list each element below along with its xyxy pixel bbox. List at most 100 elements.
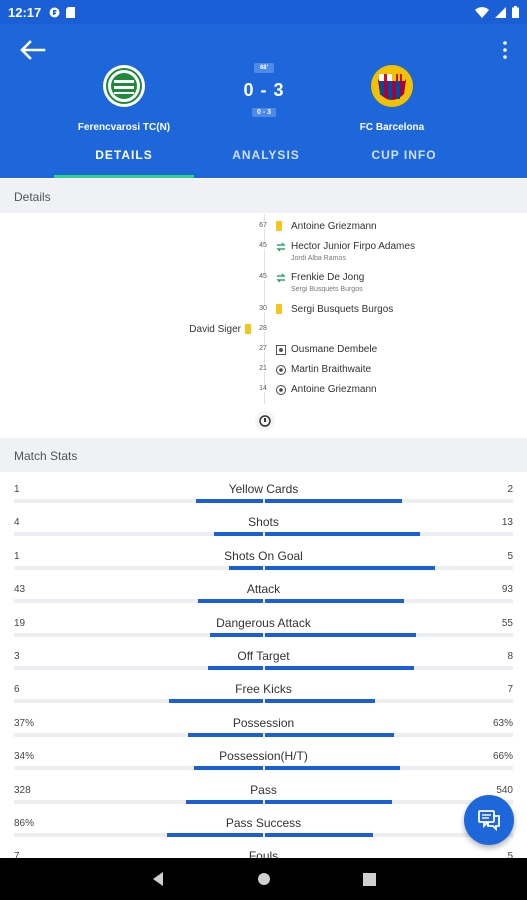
event-minute: 28 xyxy=(256,325,270,332)
stat-bar-home xyxy=(193,766,264,771)
stat-away-value: 8 xyxy=(507,651,513,662)
event-player: Antoine Griezmann xyxy=(291,384,377,395)
tab-active-indicator xyxy=(54,175,194,178)
away-team[interactable]: FC Barcelona xyxy=(322,64,462,133)
stat-home-value: 37% xyxy=(14,717,35,729)
stat-bar-home xyxy=(197,599,264,604)
stat-row: 43 Attack 93 xyxy=(0,578,527,611)
stat-label: Yellow Cards xyxy=(228,482,299,496)
stat-away-value: 55 xyxy=(501,617,513,629)
stat-row: 328 Pass 540 xyxy=(0,779,527,812)
yellow-card-icon xyxy=(276,221,282,231)
stat-bar-away xyxy=(264,632,417,637)
stat-home-value: 4 xyxy=(14,517,20,529)
event-player: David Siger xyxy=(189,324,241,335)
event-minute: 27 xyxy=(256,345,270,352)
match-header: Ferencvarosi TC(N) 68' 0 - 3 0 - 3 FC Ba… xyxy=(0,24,527,178)
stat-bar-away xyxy=(264,666,415,670)
stat-home-value: 1 xyxy=(14,550,20,562)
signal-icon xyxy=(495,6,506,18)
more-options-icon[interactable] xyxy=(501,40,509,60)
stat-bar-home xyxy=(187,732,264,737)
ferencvaros-logo xyxy=(103,65,145,107)
stat-away-value: 7 xyxy=(507,684,513,696)
event-sub-out: Jordi Alba Ramos xyxy=(291,255,346,262)
stat-bar-track xyxy=(14,833,513,837)
timeline-event[interactable]: 28 David Siger xyxy=(0,321,527,339)
stat-bar-away xyxy=(264,532,421,537)
kickoff-whistle-icon xyxy=(255,411,275,431)
stat-home-value: 34% xyxy=(14,751,35,763)
stat-home-value: 19 xyxy=(14,617,26,629)
stat-away-value: 66% xyxy=(492,751,513,763)
stat-bar-home xyxy=(210,632,264,637)
stat-bar-away xyxy=(264,599,404,604)
chat-icon xyxy=(478,810,500,831)
stat-away-value: 63% xyxy=(492,717,513,729)
stat-label: Shots On Goal xyxy=(224,548,303,563)
stat-away-value: 5 xyxy=(507,550,513,562)
details-section-header: Details xyxy=(0,179,527,213)
stat-row: 4 Shots 13 xyxy=(0,511,527,544)
nav-recents-icon[interactable] xyxy=(363,872,376,886)
stat-away-value: 93 xyxy=(501,584,513,596)
nav-home-icon[interactable] xyxy=(257,872,271,886)
battery-icon xyxy=(512,6,519,18)
app-notification-icon xyxy=(49,7,60,17)
stat-bar-home xyxy=(228,565,264,570)
stat-bar-away xyxy=(264,833,374,837)
tab-cup-info-label: CUP INFO xyxy=(371,148,437,162)
stat-bar-track xyxy=(14,565,513,570)
stat-row: 1 Yellow Cards 2 xyxy=(0,478,527,511)
stat-bar-away xyxy=(264,699,376,704)
stat-label: Attack xyxy=(246,582,281,597)
tab-details[interactable]: DETAILS xyxy=(54,138,194,178)
event-minute: 14 xyxy=(256,385,270,392)
substitution-icon xyxy=(276,242,286,252)
tab-cup-info[interactable]: CUP INFO xyxy=(338,138,470,178)
substitution-icon xyxy=(276,273,286,283)
event-player: Hector Junior Firpo Adames xyxy=(291,241,415,252)
stat-bar-track xyxy=(14,599,513,604)
event-minute: 45 xyxy=(256,242,270,249)
event-sub-out: Sergi Busquets Burgos xyxy=(291,286,363,293)
half-time-score: 0 - 3 xyxy=(251,108,276,117)
event-player: Frenkie De Jong xyxy=(291,272,365,283)
sd-card-icon xyxy=(66,6,76,18)
stat-label: Possession(H/T) xyxy=(219,749,308,764)
stat-bar-away xyxy=(264,799,392,804)
event-minute: 30 xyxy=(256,305,270,312)
wifi-icon xyxy=(475,6,489,18)
stat-row: 34% Possession(H/T) 66% xyxy=(0,745,527,778)
stat-label: Possession xyxy=(232,715,295,730)
stat-home-value: 1 xyxy=(14,484,20,495)
stat-row: 19 Dangerous Attack 55 xyxy=(0,612,527,645)
stat-bar-home xyxy=(167,833,264,837)
stat-row: 3 Off Target 8 xyxy=(0,645,527,678)
stat-label: Free Kicks xyxy=(235,682,292,697)
stat-bar-home xyxy=(169,699,264,704)
stat-away-value: 5 xyxy=(507,851,513,863)
back-arrow-icon[interactable] xyxy=(18,38,46,62)
home-team-name: Ferencvarosi TC(N) xyxy=(77,122,171,133)
tab-analysis[interactable]: ANALYSIS xyxy=(194,138,338,178)
chat-button[interactable] xyxy=(464,795,514,845)
stat-bar-away xyxy=(264,565,435,570)
stat-row: 6 Free Kicks 7 xyxy=(0,678,527,711)
status-time: 12:17 xyxy=(8,4,42,20)
nav-back-icon[interactable] xyxy=(151,871,165,887)
home-team[interactable]: Ferencvarosi TC(N) xyxy=(54,64,194,133)
stat-home-value: 7 xyxy=(14,851,20,863)
stat-home-value: 43 xyxy=(14,584,26,596)
event-minute: 45 xyxy=(256,273,270,280)
stat-label: Dangerous Attack xyxy=(216,615,311,630)
match-score: 0 - 3 xyxy=(243,80,285,100)
score-box: 68' 0 - 3 0 - 3 xyxy=(214,56,314,119)
stat-bar-away xyxy=(264,732,394,737)
goal-ball-icon xyxy=(276,365,286,375)
status-bar: 12:17 xyxy=(0,0,527,24)
stat-away-value: 540 xyxy=(496,784,513,796)
away-team-name: FC Barcelona xyxy=(359,122,425,133)
match-minute: 68' xyxy=(253,63,275,73)
event-minute: 21 xyxy=(256,365,270,372)
